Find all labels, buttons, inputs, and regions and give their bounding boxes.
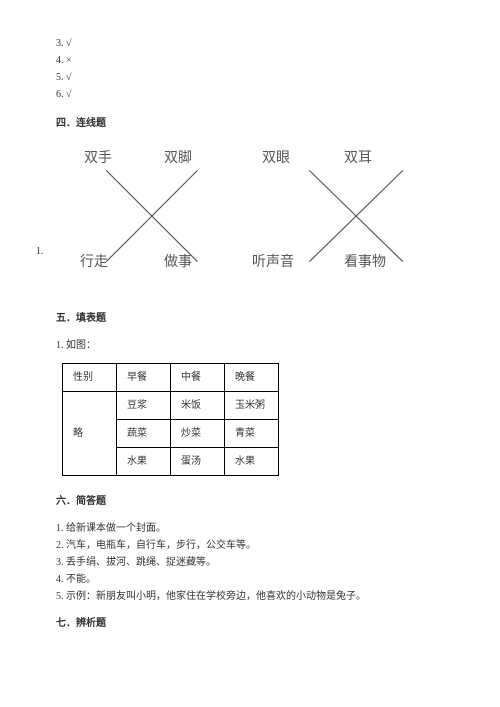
table-header-cell: 早餐 xyxy=(117,364,171,392)
tf-item: 5. √ xyxy=(56,70,444,85)
short-answer-item: 2. 汽车，电瓶车，自行车，步行，公交车等。 xyxy=(56,538,444,553)
table-cell: 米饭 xyxy=(171,392,225,420)
table-cell: 水果 xyxy=(117,448,171,476)
match-bottom-label: 看事物 xyxy=(344,251,386,272)
tf-num: 6. xyxy=(56,89,64,100)
tf-mark: √ xyxy=(66,72,72,83)
true-false-list: 3. √ 4. × 5. √ 6. √ xyxy=(56,36,444,102)
table-rowspan-cell: 略 xyxy=(63,392,117,476)
section-7-title: 七．辨析题 xyxy=(56,616,444,631)
tf-item: 6. √ xyxy=(56,87,444,102)
short-answer-item: 4. 不能。 xyxy=(56,572,444,587)
short-answers-list: 1. 给新课本做一个封面。 2. 汽车，电瓶车，自行车，步行，公交车等。 3. … xyxy=(56,521,444,604)
match-bottom-label: 做事 xyxy=(164,251,192,272)
match-bottom-label: 行走 xyxy=(80,251,108,272)
table-cell: 炒菜 xyxy=(171,420,225,448)
table-header-cell: 晚餐 xyxy=(225,364,279,392)
short-answer-item: 1. 给新课本做一个封面。 xyxy=(56,521,444,536)
tf-item: 3. √ xyxy=(56,36,444,51)
table-cell: 豆浆 xyxy=(117,392,171,420)
tf-mark: √ xyxy=(66,38,72,49)
table-cell: 蛋汤 xyxy=(171,448,225,476)
tf-mark: √ xyxy=(66,89,72,100)
meals-table: 性别 早餐 中餐 晚餐 略 豆浆 米饭 玉米粥 蔬菜 炒菜 青菜 水果 蛋汤 水… xyxy=(62,363,279,476)
table-header-cell: 中餐 xyxy=(171,364,225,392)
short-answer-item: 5. 示例：新朋友叫小明，他家住在学校旁边，他喜欢的小动物是兔子。 xyxy=(56,589,444,604)
section-6-title: 六．简答题 xyxy=(56,494,444,509)
matching-diagram: 1. 双手 双脚 双眼 双耳 行走 做事 听声音 看事物 xyxy=(56,143,444,271)
table-cell: 水果 xyxy=(225,448,279,476)
short-answer-item: 3. 丢手绢、拔河、跳绳、捉迷藏等。 xyxy=(56,555,444,570)
match-number: 1. xyxy=(36,244,44,259)
table-header-row: 性别 早餐 中餐 晚餐 xyxy=(63,364,279,392)
section-5-title: 五．填表题 xyxy=(56,311,444,326)
table-cell: 青菜 xyxy=(225,420,279,448)
table-cell: 蔬菜 xyxy=(117,420,171,448)
section-5-intro: 1. 如图： xyxy=(56,338,444,353)
section-4-title: 四．连线题 xyxy=(56,116,444,131)
tf-num: 5. xyxy=(56,72,64,83)
tf-num: 4. xyxy=(56,55,64,66)
match-bottom-label: 听声音 xyxy=(252,251,294,272)
tf-num: 3. xyxy=(56,38,64,49)
table-header-cell: 性别 xyxy=(63,364,117,392)
table-row: 略 豆浆 米饭 玉米粥 xyxy=(63,392,279,420)
table-cell: 玉米粥 xyxy=(225,392,279,420)
tf-item: 4. × xyxy=(56,53,444,68)
matching-question: 1. 双手 双脚 双眼 双耳 行走 做事 听声音 看事物 xyxy=(56,143,444,271)
tf-mark: × xyxy=(66,55,72,66)
